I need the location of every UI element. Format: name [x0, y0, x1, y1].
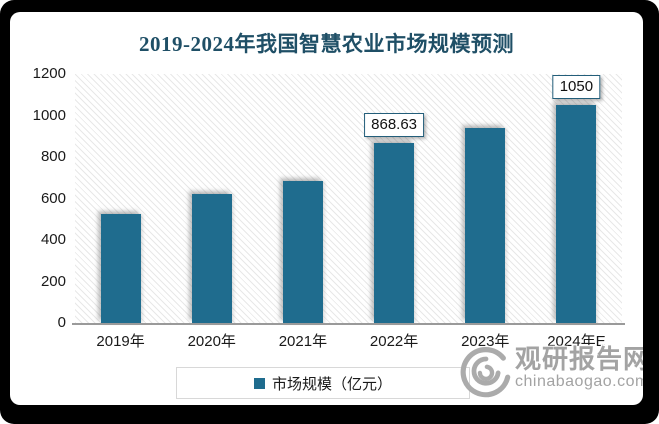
x-axis-line — [72, 323, 625, 325]
x-tick-2022年: 2022年 — [369, 333, 419, 350]
x-tick-2021年: 2021年 — [278, 333, 328, 350]
x-tick-2024年E: 2024年E — [547, 333, 606, 350]
y-tick-400: 400 — [40, 231, 66, 248]
bar-2020年 — [191, 194, 232, 323]
chart-title: 2019-2024年我国智慧农业市场规模预测 — [139, 32, 514, 56]
y-tick-800: 800 — [40, 148, 66, 165]
x-tick-2019年: 2019年 — [96, 333, 145, 350]
chart-page: 2019-2024年我国智慧农业市场规模预测 0 200 400 600 800 1000… — [10, 12, 643, 405]
legend: 市场规模（亿元） — [176, 367, 470, 399]
y-tick-0: 0 — [57, 314, 66, 331]
y-axis: 0 200 400 600 800 1000 1200 — [10, 65, 66, 331]
bar-2019年 — [100, 214, 141, 323]
legend-label: 市场规模（亿元） — [271, 375, 392, 393]
bar-2021年 — [282, 180, 323, 323]
bar-2024年E — [556, 105, 597, 323]
legend-marker-square-icon — [253, 377, 265, 389]
y-tick-600: 600 — [40, 189, 66, 207]
bar-2023年 — [465, 127, 506, 323]
x-axis: 2019年 2020年 2021年 2022年 2023年 2024年E — [75, 333, 622, 353]
x-tick-2020年: 2020年 — [187, 333, 236, 350]
y-tick-1000: 1000 — [32, 106, 66, 124]
y-tick-200: 200 — [40, 272, 66, 290]
plot-area: 868.63 1050 — [75, 74, 622, 323]
data-label-2024年E: 1050 — [552, 75, 601, 100]
watermark: 观研报告网 chinabaogao.com — [460, 346, 643, 402]
watermark-site-url: chinabaogao.com — [515, 373, 643, 390]
bar-2022年 — [374, 142, 415, 323]
x-tick-2023年: 2023年 — [461, 333, 510, 350]
y-tick-1200: 1200 — [32, 65, 66, 82]
data-label-2022年: 868.63 — [364, 112, 425, 137]
